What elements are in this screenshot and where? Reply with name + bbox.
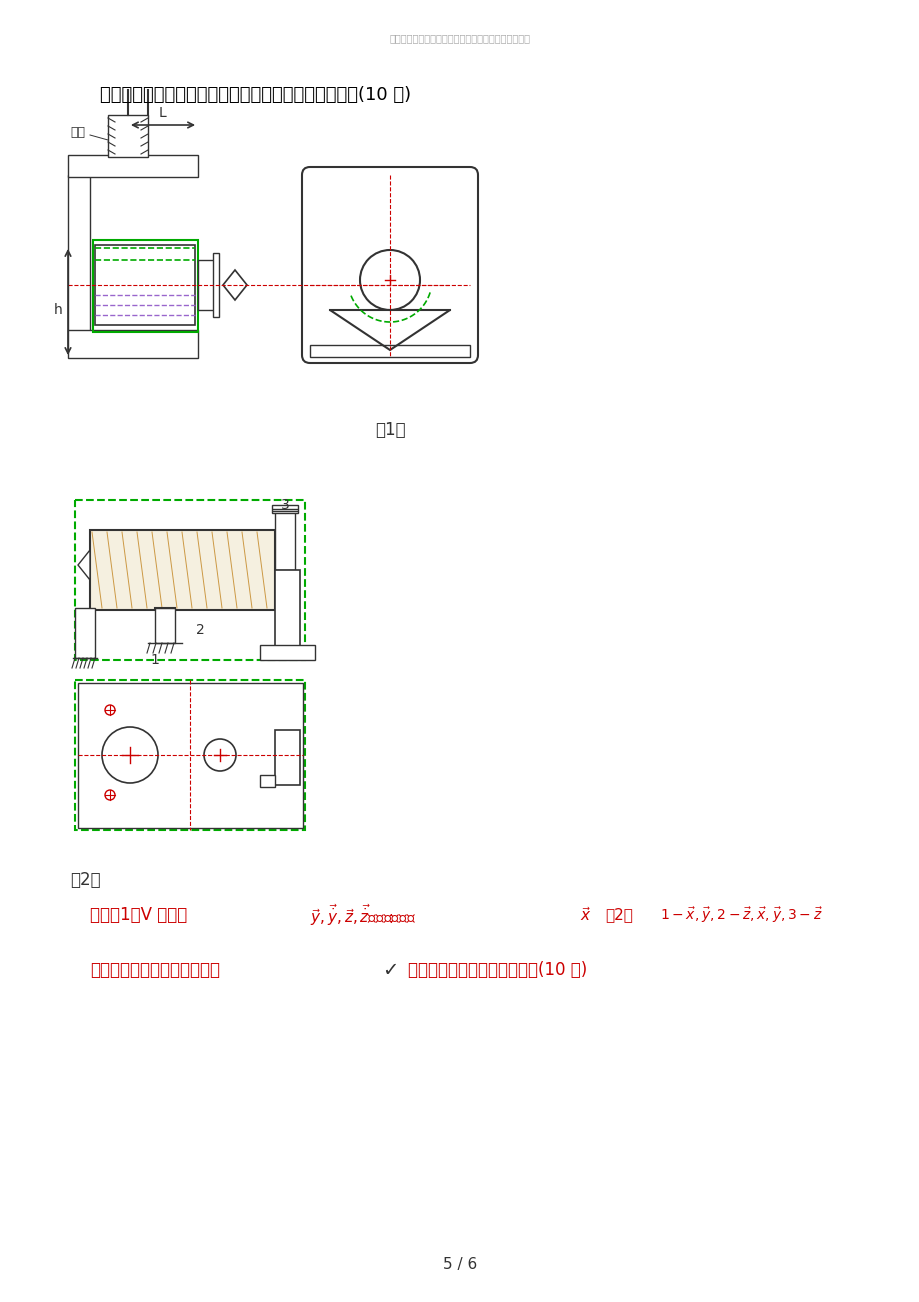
- Bar: [213, 253, 219, 316]
- Polygon shape: [78, 549, 90, 579]
- Bar: [272, 505, 298, 513]
- Text: 七、分别指出下列图中各定位元件限制的工件自由度。(10 分): 七、分别指出下列图中各定位元件限制的工件自由度。(10 分): [100, 86, 411, 104]
- Text: 2: 2: [196, 622, 204, 637]
- Text: $\vec{y},\vec{\dot{y}},\vec{z},\vec{\dot{z}}$，定位螺钉：: $\vec{y},\vec{\dot{y}},\vec{z},\vec{\dot…: [310, 902, 415, 928]
- Text: $\vec{x}$: $\vec{x}$: [579, 906, 591, 924]
- Text: 八、加工如图所示零件上注有: 八、加工如图所示零件上注有: [90, 961, 220, 979]
- FancyBboxPatch shape: [301, 167, 478, 363]
- Bar: [93, 240, 198, 332]
- Bar: [275, 570, 300, 660]
- Text: 3: 3: [280, 497, 289, 512]
- Text: （1）: （1）: [374, 421, 405, 439]
- Polygon shape: [222, 270, 246, 299]
- Bar: [154, 608, 175, 643]
- Text: 铣刀: 铣刀: [71, 125, 85, 138]
- Text: 解：（1）V 型铁：: 解：（1）V 型铁：: [90, 906, 187, 924]
- Bar: [75, 500, 305, 660]
- Bar: [90, 530, 275, 611]
- Bar: [260, 775, 275, 786]
- Text: 1: 1: [151, 654, 159, 667]
- Bar: [198, 260, 216, 310]
- Text: 的表面时应限制哪些自由度？(10 分): 的表面时应限制哪些自由度？(10 分): [407, 961, 586, 979]
- Bar: [68, 329, 198, 358]
- Circle shape: [105, 790, 115, 799]
- Text: $1-\vec{x},\vec{y},2-\vec{z},\vec{x},\vec{y},3-\vec{z}$: $1-\vec{x},\vec{y},2-\vec{z},\vec{x},\ve…: [659, 905, 823, 924]
- Circle shape: [102, 727, 158, 783]
- Text: （2）: （2）: [605, 907, 632, 923]
- Bar: [75, 608, 95, 658]
- Bar: [275, 510, 295, 570]
- Text: ✓: ✓: [381, 961, 398, 979]
- Text: 5 / 6: 5 / 6: [442, 1258, 477, 1272]
- Bar: [95, 245, 195, 326]
- Bar: [75, 680, 305, 829]
- Bar: [260, 644, 314, 660]
- Bar: [275, 730, 300, 785]
- Text: （2）: （2）: [70, 871, 100, 889]
- Text: L: L: [159, 105, 166, 120]
- Bar: [310, 345, 470, 357]
- Bar: [68, 174, 90, 350]
- Circle shape: [204, 740, 236, 771]
- Bar: [108, 115, 148, 158]
- Bar: [68, 155, 198, 177]
- Text: h: h: [53, 303, 62, 316]
- Text: 真诚为您提供优质参考资料，若有不当之处，请指正。: 真诚为您提供优质参考资料，若有不当之处，请指正。: [389, 33, 530, 43]
- Circle shape: [105, 704, 115, 715]
- Bar: [78, 684, 302, 828]
- Circle shape: [359, 250, 420, 310]
